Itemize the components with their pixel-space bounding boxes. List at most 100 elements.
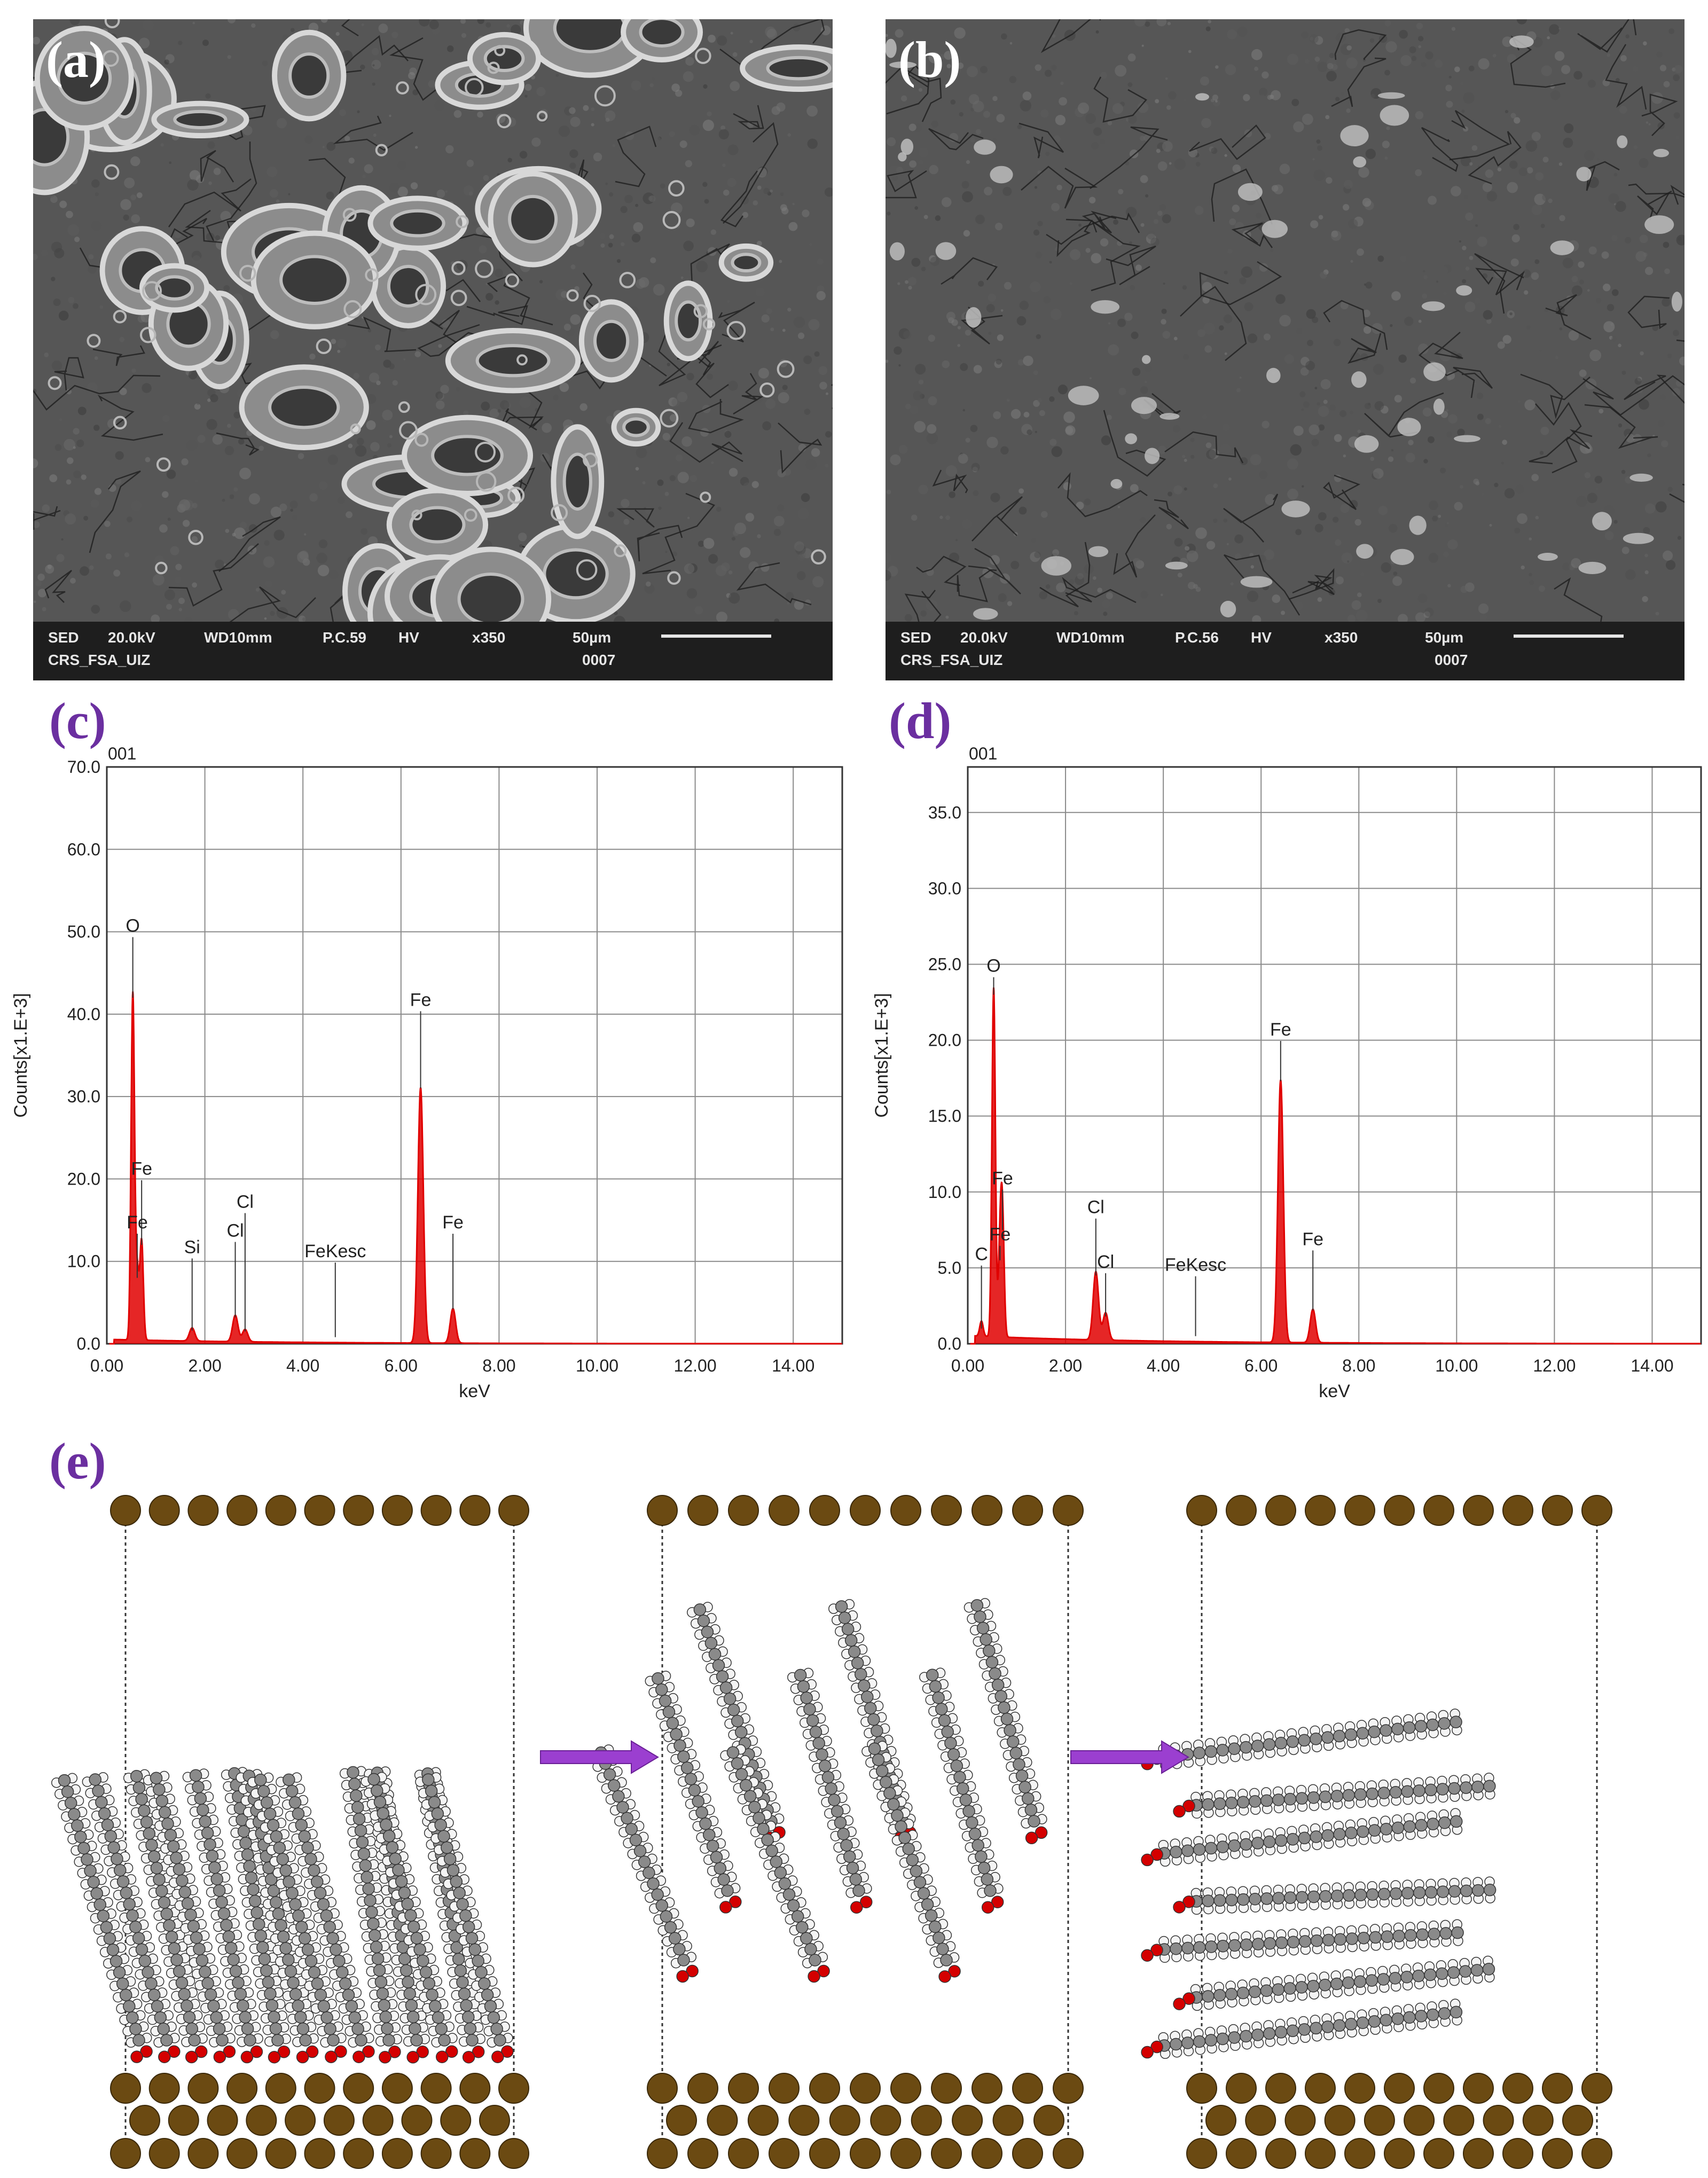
iron-atom bbox=[707, 2105, 738, 2136]
iron-atom bbox=[226, 1495, 258, 1526]
iron-atom bbox=[110, 2138, 141, 2169]
sem-magnification: x350 bbox=[472, 629, 506, 646]
x-axis-label: keV bbox=[1319, 1381, 1350, 1401]
iron-atom bbox=[381, 2138, 413, 2169]
iron-atom bbox=[1404, 2105, 1435, 2136]
iron-atom bbox=[168, 2105, 199, 2136]
iron-atom bbox=[343, 2138, 374, 2169]
iron-atom bbox=[829, 2105, 860, 2136]
iron-atom bbox=[1423, 1495, 1454, 1526]
iron-atom bbox=[148, 2073, 180, 2104]
iron-atom bbox=[187, 2138, 219, 2169]
iron-atom bbox=[381, 1495, 413, 1526]
iron-atom bbox=[1581, 2073, 1612, 2104]
iron-atom bbox=[647, 2138, 678, 2169]
x-axis-label: keV bbox=[459, 1381, 490, 1401]
iron-atom bbox=[1053, 2138, 1084, 2169]
y-tick-label: 25.0 bbox=[928, 954, 961, 974]
peak-label: Cl bbox=[237, 1192, 254, 1212]
y-tick-label: 40.0 bbox=[67, 1005, 100, 1024]
x-tick-label: 10.00 bbox=[576, 1356, 618, 1375]
y-axis-label: Counts[x1.E+3] bbox=[11, 993, 31, 1117]
eds-chart-d: 0.00 2.00 4.00 6.00 8.00 10.00 12.00 14.00 0.0 5.… bbox=[872, 744, 1702, 1401]
iron-atom bbox=[1463, 2138, 1494, 2169]
peak-label: Fe bbox=[1302, 1229, 1323, 1249]
iron-atom bbox=[850, 2138, 881, 2169]
iron-atom bbox=[647, 1495, 678, 1526]
x-tick-label: 4.00 bbox=[286, 1356, 319, 1375]
sem-frame-number: 0007 bbox=[582, 652, 616, 668]
iron-atom bbox=[343, 1495, 374, 1526]
iron-atom bbox=[1265, 1495, 1296, 1526]
x-tick-label: 2.00 bbox=[188, 1356, 221, 1375]
iron-atom bbox=[952, 2105, 983, 2136]
iron-atom bbox=[1265, 2073, 1296, 2104]
eds-spectrum-c: 0.00 2.00 4.00 6.00 8.00 10.00 12.00 14.00 0.0 10… bbox=[11, 737, 844, 1421]
y-tick-label: 30.0 bbox=[67, 1087, 100, 1106]
sem-texture-a bbox=[33, 19, 833, 622]
iron-atom bbox=[401, 2105, 433, 2136]
y-tick-label: 20.0 bbox=[67, 1169, 100, 1188]
peak-label: Fe bbox=[1270, 1020, 1291, 1040]
iron-atom bbox=[769, 2073, 800, 2104]
sem-image-b: (b) SED 20.0kV WD10mm P.C.56 HV x350 50µ… bbox=[886, 19, 1685, 680]
iron-atom bbox=[362, 2105, 394, 2136]
peak-label: Fe bbox=[127, 1212, 148, 1233]
iron-atom bbox=[971, 2073, 1002, 2104]
sem-vacuum: HV bbox=[1251, 629, 1272, 646]
iron-atom bbox=[850, 2073, 881, 2104]
y-tick-label: 10.0 bbox=[67, 1252, 100, 1271]
iron-atom bbox=[420, 2073, 452, 2104]
spectrum-line bbox=[109, 991, 842, 1345]
x-tick-label: 4.00 bbox=[1147, 1356, 1180, 1375]
iron-atom bbox=[1463, 1495, 1494, 1526]
iron-atom bbox=[1186, 2138, 1217, 2169]
x-tick-label: 12.00 bbox=[1533, 1356, 1576, 1375]
iron-atom bbox=[1423, 2073, 1454, 2104]
iron-atom bbox=[1344, 1495, 1375, 1526]
x-tick-label: 6.00 bbox=[1244, 1356, 1278, 1375]
iron-atom bbox=[148, 2138, 180, 2169]
sem-scale-label: 50µm bbox=[1425, 629, 1464, 646]
eds-spectrum-d: 0.00 2.00 4.00 6.00 8.00 10.00 12.00 14.00 0.0 5.… bbox=[872, 737, 1704, 1421]
y-tick-label: 0.0 bbox=[938, 1334, 961, 1353]
iron-atom bbox=[1324, 2105, 1356, 2136]
panel-label-c: (c) bbox=[49, 692, 106, 749]
iron-atom bbox=[148, 1495, 180, 1526]
iron-atom bbox=[1542, 1495, 1573, 1526]
iron-atom bbox=[1245, 2105, 1276, 2136]
y-tick-label: 50.0 bbox=[67, 922, 100, 942]
y-tick-label: 0.0 bbox=[77, 1334, 100, 1353]
sem-scale-label: 50µm bbox=[573, 629, 612, 646]
iron-atom bbox=[1542, 2073, 1573, 2104]
sem-probe-current: P.C.56 bbox=[1175, 629, 1219, 646]
iron-atom bbox=[1542, 2138, 1573, 2169]
iron-atom bbox=[992, 2105, 1024, 2136]
iron-atom bbox=[304, 2138, 335, 2169]
arrow-right-icon bbox=[540, 1740, 659, 1774]
iron-atom bbox=[1186, 1495, 1217, 1526]
iron-atom bbox=[226, 2073, 258, 2104]
spectrum-fill bbox=[109, 991, 843, 1344]
iron-atom bbox=[479, 2105, 510, 2136]
iron-atom bbox=[1364, 2105, 1395, 2136]
sem-voltage: 20.0kV bbox=[108, 629, 155, 646]
iron-atom bbox=[728, 2138, 759, 2169]
sem-operator: CRS_FSA_UIZ bbox=[48, 652, 151, 668]
iron-atom bbox=[187, 1495, 219, 1526]
y-tick-label: 35.0 bbox=[928, 803, 961, 822]
iron-atom bbox=[265, 2073, 296, 2104]
sem-operator: CRS_FSA_UIZ bbox=[900, 652, 1003, 668]
iron-atom bbox=[1305, 2138, 1336, 2169]
sem-probe-current: P.C.59 bbox=[323, 629, 366, 646]
iron-atom bbox=[890, 2073, 921, 2104]
peak-label: FeKesc bbox=[1165, 1255, 1226, 1275]
iron-atom bbox=[110, 1495, 141, 1526]
x-tick-label: 0.00 bbox=[951, 1356, 984, 1375]
iron-atom bbox=[1305, 1495, 1336, 1526]
sem-image-a: (a) SED 20.0kV WD10mm P.C.59 HV x350 50µ… bbox=[33, 19, 833, 680]
iron-atom bbox=[1284, 2105, 1316, 2136]
sem-working-distance: WD10mm bbox=[1056, 629, 1125, 646]
sem-texture-b bbox=[886, 19, 1685, 622]
y-tick-label: 20.0 bbox=[928, 1031, 961, 1050]
